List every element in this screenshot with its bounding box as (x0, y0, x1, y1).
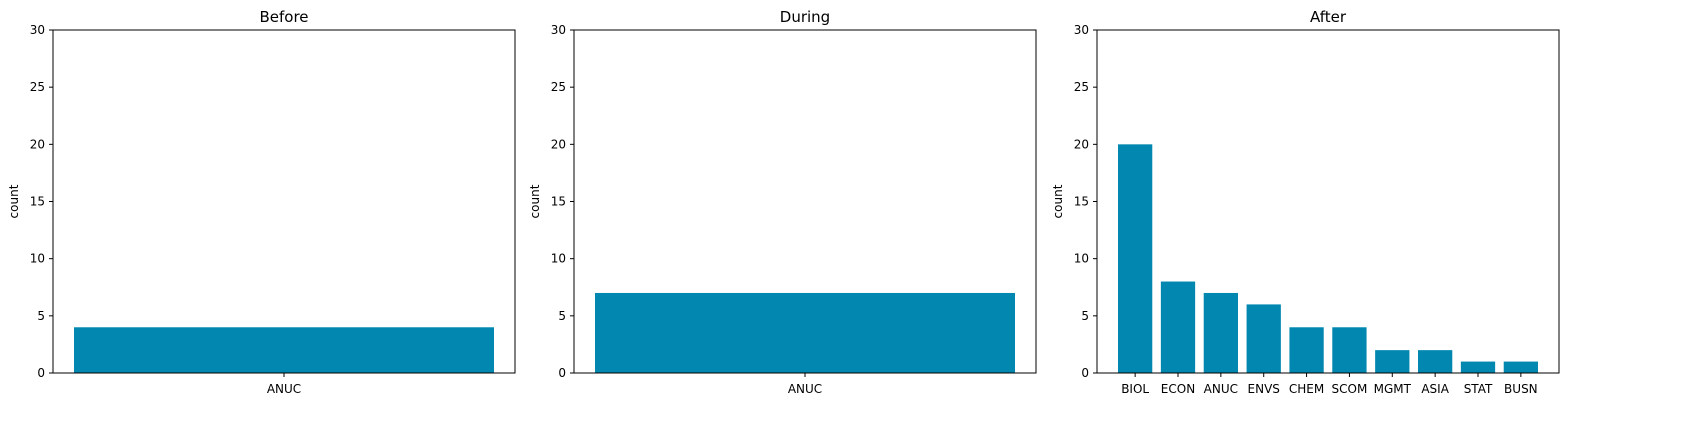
bar-mgmt (1375, 350, 1410, 373)
y-tick-label: 10 (1074, 252, 1089, 266)
x-tick-label: ANUC (267, 382, 301, 396)
bar-econ (1160, 281, 1196, 373)
bar-scom (1332, 327, 1367, 373)
y-axis-label: count (1051, 184, 1065, 218)
chart-title: After (1310, 8, 1347, 26)
y-axis-label: count (528, 184, 542, 218)
bar-anuc (74, 327, 494, 373)
y-tick-label: 25 (1074, 80, 1089, 94)
bar-biol (1118, 144, 1153, 373)
x-tick-label: ANUC (788, 382, 822, 396)
x-tick-label: ECON (1161, 382, 1195, 396)
y-tick-label: 25 (551, 80, 566, 94)
y-tick-label: 30 (1074, 23, 1089, 37)
y-tick-label: 5 (1081, 309, 1089, 323)
axes-frame (573, 29, 1037, 374)
y-tick-label: 30 (30, 23, 45, 37)
y-tick-label: 0 (1081, 366, 1089, 380)
chart-panel-after: BIOL ECON ANUC ENVS CHEM SCOM MGMT ASIA STAT BUSN… (1051, 8, 1560, 396)
x-tick-label: STAT (1464, 382, 1493, 396)
y-tick-label: 15 (30, 195, 45, 209)
x-tick-label: ANUC (1204, 382, 1238, 396)
y-tick-label: 0 (558, 366, 566, 380)
y-tick-label: 15 (1074, 195, 1089, 209)
x-tick-label: MGMT (1374, 382, 1412, 396)
y-tick-label: 5 (558, 309, 566, 323)
y-tick-label: 10 (30, 252, 45, 266)
x-tick-label: ENVS (1248, 382, 1280, 396)
bar-anuc (1203, 292, 1238, 373)
chart-title: Before (259, 8, 308, 26)
y-tick-label: 15 (551, 195, 566, 209)
y-tick-label: 30 (551, 23, 566, 37)
chart-panel-during: ANUC 0 5 10 15 20 25 30 During count (528, 8, 1037, 396)
bar-stat (1460, 361, 1496, 373)
y-tick-label: 20 (1074, 137, 1089, 151)
axes-frame (1096, 29, 1560, 374)
bar-busn (1503, 361, 1538, 373)
x-tick-label: BUSN (1504, 382, 1538, 396)
y-tick-label: 0 (37, 366, 45, 380)
x-tick-label: ASIA (1421, 382, 1449, 396)
chart-title: During (780, 8, 830, 26)
y-axis-label: count (7, 184, 21, 218)
x-tick-label: CHEM (1289, 382, 1324, 396)
y-tick-label: 10 (551, 252, 566, 266)
y-tick-label: 20 (30, 137, 45, 151)
bar-asia (1418, 350, 1453, 373)
y-tick-label: 5 (37, 309, 45, 323)
bar-envs (1246, 304, 1281, 373)
y-tick-label: 25 (30, 80, 45, 94)
x-tick-label: SCOM (1332, 382, 1368, 396)
x-tick-label: BIOL (1121, 382, 1149, 396)
axes-frame (52, 29, 516, 374)
y-tick-label: 20 (551, 137, 566, 151)
bar-anuc (595, 292, 1015, 373)
chart-panel-before: ANUC 0 5 10 15 20 25 30 Before count (7, 8, 516, 396)
bar-chem (1289, 327, 1324, 373)
